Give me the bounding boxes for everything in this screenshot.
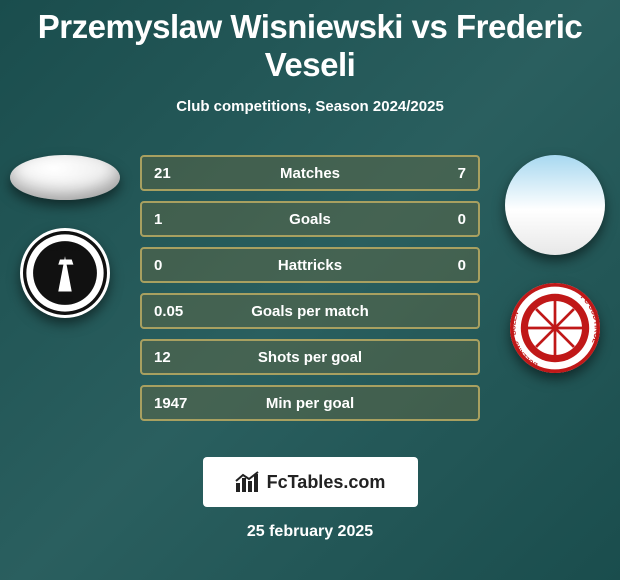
left-player-column: SPEZIA 1906 [5,155,125,318]
snapshot-date: 25 february 2025 [0,523,620,541]
stat-row: 0 Hattricks 0 [140,247,480,283]
stat-left-value: 0 [154,257,209,274]
stat-row: 0.05 Goals per match [140,293,480,329]
stat-label: Hattricks [209,257,411,274]
page-title: Przemyslaw Wisniewski vs Frederic Veseli [0,0,620,84]
stat-row: 1947 Min per goal [140,385,480,421]
player-right-avatar [505,155,605,255]
stat-left-value: 1 [154,211,209,228]
sudtirol-badge-icon: FC SÜDTIROL BOLZANO · BOZEN [510,283,600,373]
stat-right-value: 7 [411,165,466,182]
club-left-badge: SPEZIA 1906 [20,228,110,318]
player-left-avatar [10,155,120,200]
brand-text: FcTables.com [267,472,386,493]
right-player-column: FC SÜDTIROL BOLZANO · BOZEN [495,155,615,373]
stat-right-value: 0 [411,211,466,228]
stat-right-value: 0 [411,257,466,274]
stat-left-value: 21 [154,165,209,182]
chart-icon [235,471,261,493]
comparison-panel: SPEZIA 1906 FC SÜDTIR [0,155,620,435]
stat-left-value: 12 [154,349,209,366]
svg-text:SPEZIA: SPEZIA [50,243,80,253]
stat-label: Min per goal [209,395,411,412]
stat-label: Shots per goal [209,349,411,366]
stat-label: Goals per match [209,303,411,320]
page-subtitle: Club competitions, Season 2024/2025 [0,98,620,115]
brand-badge: FcTables.com [203,457,418,507]
stat-left-value: 0.05 [154,303,209,320]
stat-label: Goals [209,211,411,228]
stat-row: 12 Shots per goal [140,339,480,375]
spezia-badge-icon: SPEZIA 1906 [23,231,107,315]
stat-row: 1 Goals 0 [140,201,480,237]
svg-text:1906: 1906 [57,295,74,304]
stat-left-value: 1947 [154,395,209,412]
stat-row: 21 Matches 7 [140,155,480,191]
stats-table: 21 Matches 7 1 Goals 0 0 Hattricks 0 0.0… [140,155,480,421]
stat-label: Matches [209,165,411,182]
club-right-badge: FC SÜDTIROL BOLZANO · BOZEN [510,283,600,373]
